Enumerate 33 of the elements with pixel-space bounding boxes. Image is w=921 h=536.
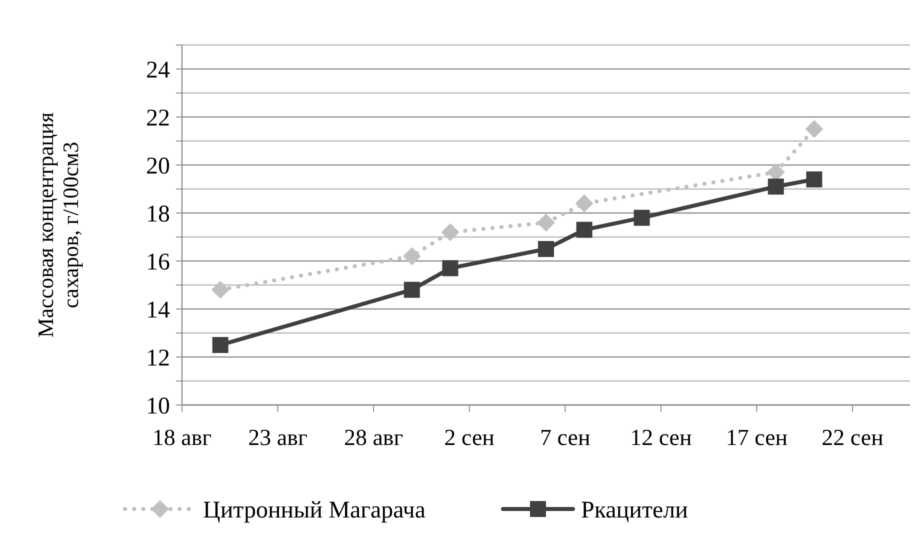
point [806,171,822,188]
point [211,280,230,299]
point [576,222,592,238]
x-tick-label: 7 сен [540,425,590,450]
legend-label: Цитронный Магарача [203,497,426,524]
point [441,223,460,242]
x-tick-label: 12 сен [630,425,692,450]
x-tick-label: 18 авг [152,425,212,450]
x-tick-label: 2 сен [444,425,494,450]
x-tick-label: 23 авг [248,425,308,450]
point [634,210,650,226]
y-tick-label: 12 [146,345,170,372]
point [537,214,555,232]
point [805,120,824,138]
point [404,282,420,298]
y-tick-label: 18 [146,201,170,228]
point [442,260,458,276]
x-tick-label: 28 авг [344,425,404,450]
y-tick-label: 14 [146,297,170,324]
y-tick-label: 20 [146,153,170,180]
y-axis-title: Массовая концентрация сахаров, г/100см3 [32,112,84,338]
y-tick-label: 24 [146,57,170,84]
y-tick-label: 10 [146,393,170,420]
point [212,337,228,353]
x-tick-label: 22 сен [822,425,884,450]
point [402,247,421,266]
x-tick-label: 17 сен [726,425,788,450]
y-tick-label: 22 [146,105,170,132]
legend-label: Ркацители [581,497,688,524]
point [768,178,784,195]
point [575,194,594,212]
y-tick-label: 16 [146,249,170,276]
point [538,241,554,257]
